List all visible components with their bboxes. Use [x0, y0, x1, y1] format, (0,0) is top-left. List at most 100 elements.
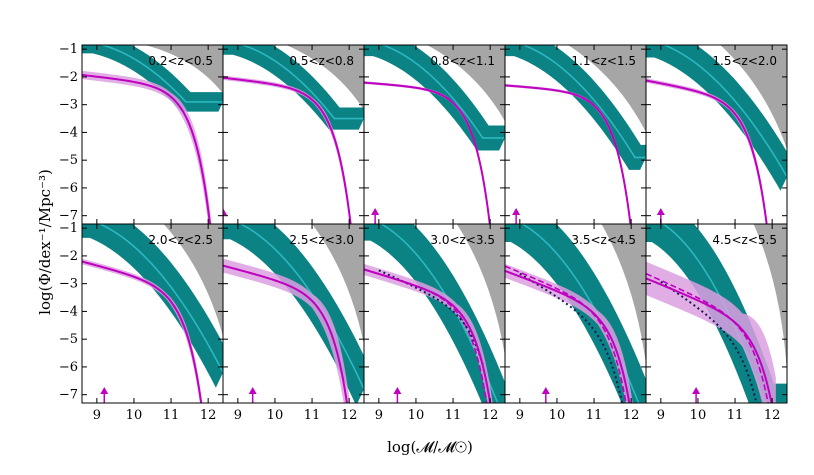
panel-8: 3.0<z<3.5 9 10 11 12: [363, 223, 506, 423]
x-tick-label: 11: [304, 408, 321, 423]
grey-excluded-region: [720, 45, 787, 150]
panel-label: 2.5<z<3.0: [289, 233, 354, 247]
teal-model-line: [239, 45, 364, 120]
x-tick-label: 9: [657, 408, 665, 423]
panel-content: [82, 224, 223, 403]
magenta-fit-band: [646, 261, 776, 403]
teal-model-line: [238, 224, 364, 390]
teal-model-line: [380, 45, 505, 139]
panel-5: 1.5<z<2.0: [645, 44, 788, 225]
teal-model-band: [364, 45, 505, 151]
panel-content: [82, 45, 223, 224]
teal-model-band: [223, 224, 364, 403]
magenta-schechter-line: [505, 269, 631, 403]
panel-3: 0.8<z<1.1: [363, 44, 506, 225]
x-tick-label: 11: [445, 408, 462, 423]
panel-content: [505, 224, 646, 403]
magenta-schechter-line: [82, 260, 203, 403]
panel-7: 2.5<z<3.0 9 10 11 12: [222, 223, 365, 423]
completeness-arrow-head: [541, 387, 550, 394]
completeness-arrow-head: [100, 387, 109, 394]
panel-label: 0.5<z<0.8: [289, 54, 354, 68]
panel-1: 0.2<z<0.5 −1 −2 −3 −4 −5 −6 −7: [59, 42, 224, 225]
teal-model-band: [505, 45, 646, 170]
x-tick-label: 10: [126, 408, 143, 423]
y-tick-label: −7: [59, 388, 78, 403]
panel-10: 4.5<z<5.5 9 10 11 12: [645, 223, 788, 423]
grey-excluded-region: [456, 224, 505, 356]
teal-model-band: [82, 45, 223, 112]
magenta-schechter-line: [223, 76, 352, 224]
completeness-arrow-head: [371, 208, 380, 215]
panel-content: [364, 45, 505, 224]
magenta-schechter-line: [646, 79, 768, 224]
x-tick-label: 10: [690, 408, 707, 423]
completeness-arrow-head: [512, 208, 521, 215]
magenta-fit-band: [646, 78, 768, 224]
x-tick-label: 9: [516, 408, 524, 423]
teal-model-band: [364, 224, 505, 403]
x-axis-label: log(𝓜/𝓜☉): [387, 438, 473, 456]
completeness-arrow-head: [223, 208, 227, 215]
x-tick-label: 12: [764, 408, 781, 423]
teal-model-band: [646, 45, 787, 191]
completeness-arrow-head: [692, 387, 701, 394]
panel-label: 0.2<z<0.5: [148, 54, 213, 68]
x-tick-label: 11: [727, 408, 744, 423]
grey-excluded-region: [312, 224, 364, 345]
panel-content: [646, 224, 787, 403]
x-tick-label: 11: [586, 408, 603, 423]
teal-model-line: [99, 45, 223, 103]
teal-model-line: [662, 45, 787, 178]
x-tick-label: 12: [623, 408, 640, 423]
y-tick-label: −4: [59, 304, 78, 319]
panel-6: 2.0<z<2.5 −1 −2 −3 −4 −5 −6 −7 9 10 11 12: [59, 221, 224, 423]
x-tick-label: 12: [341, 408, 358, 423]
y-tick-label: −2: [59, 249, 78, 264]
x-tick-label: 12: [200, 408, 217, 423]
x-tick-label: 9: [234, 408, 242, 423]
panel-label: 1.5<z<2.0: [712, 54, 777, 68]
completeness-arrow-head: [656, 208, 665, 215]
panel-label: 4.5<z<5.5: [712, 233, 777, 247]
panel-9: 3.5<z<4.5 9 10 11 12: [504, 223, 647, 423]
magenta-schechter-line: [505, 84, 632, 224]
magenta-schechter-line: [82, 73, 211, 224]
y-tick-label: −3: [59, 277, 78, 292]
grey-excluded-region: [753, 224, 787, 373]
magenta-schechter-line: [364, 81, 491, 224]
panel-label: 1.1<z<1.5: [571, 54, 636, 68]
grey-excluded-region: [145, 45, 223, 94]
magenta-schechter-line: [646, 277, 773, 403]
panel-4: 1.1<z<1.5: [504, 44, 647, 225]
y-tick-label: −4: [59, 125, 78, 140]
teal-model-line: [98, 224, 223, 373]
y-tick-label: −5: [59, 153, 78, 168]
x-tick-label: 9: [93, 408, 101, 423]
x-tick-label: 10: [408, 408, 425, 423]
y-tick-label: −1: [59, 221, 78, 236]
panel-content: [364, 224, 505, 403]
grey-excluded-region: [286, 45, 364, 111]
teal-model-band: [505, 224, 646, 403]
panel-content: [505, 45, 646, 224]
magenta-dashed-fit: [646, 272, 769, 403]
magenta-schechter-line: [364, 268, 492, 403]
panel-grid: 0.2<z<0.5 −1 −2 −3 −4 −5 −6 −7 0.5<z<0.8 0.8<z<1.…: [59, 42, 788, 423]
magenta-fit-band: [505, 263, 633, 403]
grey-excluded-region: [568, 45, 646, 133]
completeness-arrow-head: [248, 387, 257, 394]
completeness-arrow-head: [393, 387, 402, 394]
panel-frame: [645, 223, 788, 404]
panel-content: [223, 45, 364, 224]
panel-content: [646, 45, 787, 224]
panel-content: [223, 224, 364, 403]
y-tick-label: −2: [59, 70, 78, 85]
panel-label: 0.8<z<1.1: [430, 54, 495, 68]
magenta-dashed-fit: [505, 265, 627, 403]
y-tick-label: −6: [59, 181, 78, 196]
y-tick-label: −1: [59, 42, 78, 57]
x-tick-label: 12: [482, 408, 499, 423]
magenta-fit-band: [82, 70, 212, 224]
